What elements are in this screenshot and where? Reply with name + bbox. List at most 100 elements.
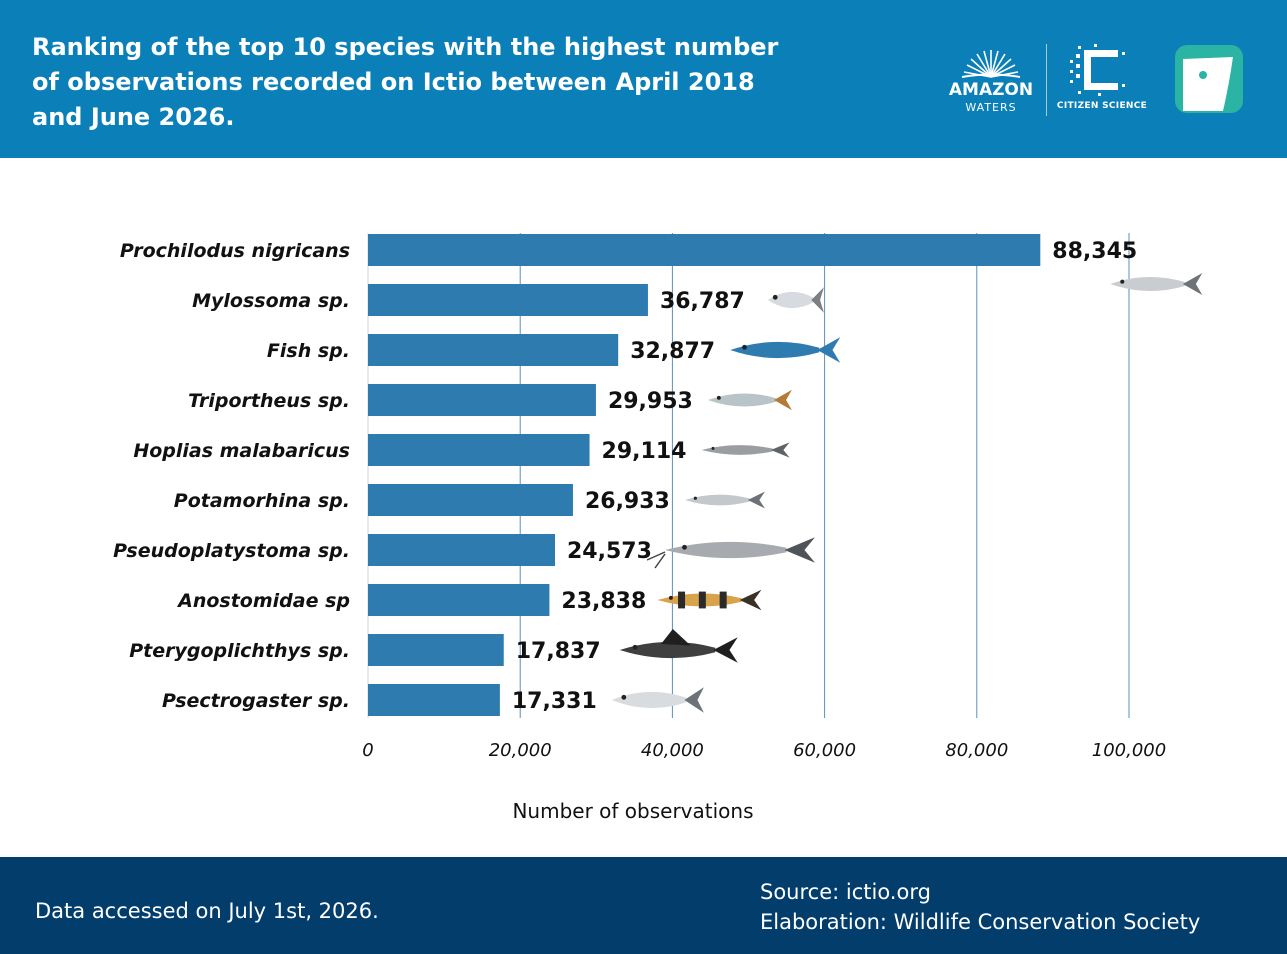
footer: Data accessed on July 1st, 2026. Source:…: [0, 857, 1287, 954]
fish-fin: [661, 629, 691, 646]
fish-icon: [701, 442, 790, 458]
bar: [368, 584, 550, 616]
amazon-logo-text: AMAZON: [948, 80, 1034, 100]
x-axis-title: Number of observations: [512, 799, 753, 823]
fish-eye: [669, 595, 673, 600]
value-label: 17,331: [512, 689, 597, 714]
fish-stripe: [719, 591, 727, 609]
category-label: Pseudoplatystoma sp.: [113, 540, 350, 562]
value-label: 24,573: [567, 539, 652, 564]
fish-body: [611, 691, 687, 709]
category-label: Hoplias malabaricus: [133, 440, 350, 462]
category-label: Mylossoma sp.: [192, 290, 350, 312]
citizen-science-c-icon: [1070, 44, 1125, 96]
bar: [368, 534, 556, 566]
fish-body: [707, 393, 776, 407]
fish-tail: [770, 442, 790, 458]
category-label: Triportheus sp.: [188, 390, 350, 412]
fish-icon: [684, 491, 765, 509]
fish-icon: [730, 337, 841, 363]
bar: [368, 284, 648, 316]
category-label: Anostomidae sp: [176, 590, 350, 612]
fish-body: [665, 541, 787, 559]
fish-illustrations: [611, 272, 1203, 713]
value-label: 17,837: [516, 639, 601, 664]
fish-eye: [716, 395, 721, 400]
chart-svg: 0 20,000 40,000 60,000 80,000 100,000 Prochilo…: [113, 233, 1203, 823]
fish-tail: [784, 537, 816, 563]
fish-tail: [773, 389, 792, 411]
x-tick-label: 80,000: [945, 740, 1008, 761]
fish-body: [767, 291, 814, 309]
ictio-logo: [1175, 45, 1243, 113]
bar: [368, 434, 590, 466]
fish-icon: [1110, 272, 1203, 296]
x-tick-label: 60,000: [793, 740, 856, 761]
label-layer: 0 20,000 40,000 60,000 80,000 100,000 Prochilo…: [113, 239, 1166, 761]
fish-icon: [619, 629, 738, 663]
bar: [368, 684, 500, 716]
fish-eye: [772, 294, 778, 300]
fish-icon: [707, 389, 792, 411]
bar: [368, 234, 1041, 266]
fish-body: [701, 445, 773, 455]
fish-tail: [684, 687, 704, 713]
value-label: 29,114: [602, 439, 687, 464]
value-label: 29,953: [608, 389, 693, 414]
bar-layer: [368, 234, 1041, 716]
header: Ranking of the top 10 species with the h…: [0, 0, 1287, 158]
citizen-science-logo: CITIZEN SCIENCE: [1054, 44, 1150, 116]
category-label: Fish sp.: [267, 340, 350, 362]
bar: [368, 384, 596, 416]
citizen-science-text: CITIZEN SCIENCE: [1056, 101, 1148, 111]
fish-icon: [611, 687, 704, 713]
bar: [368, 334, 619, 366]
value-label: 32,877: [630, 339, 715, 364]
fish-eye: [742, 344, 747, 350]
waters-logo-text: WATERS: [965, 101, 1017, 114]
category-label: Psectrogaster sp.: [162, 690, 350, 712]
fish-body: [684, 494, 750, 506]
value-label: 36,787: [660, 289, 745, 314]
fish-icon: [657, 589, 762, 611]
bar: [368, 634, 504, 666]
category-label: Potamorhina sp.: [174, 490, 350, 512]
fish-body: [730, 341, 820, 359]
x-tick-label: 40,000: [641, 740, 704, 761]
amazon-waters-logo: AMAZON WATERS: [946, 44, 1036, 116]
fish-tail: [713, 637, 738, 663]
fish-eye: [1120, 279, 1125, 284]
value-label: 26,933: [585, 489, 670, 514]
fish-body: [1110, 276, 1185, 292]
fish-stripe: [678, 591, 686, 609]
source-note: Source: ictio.org: [760, 880, 931, 904]
logo-divider: [1046, 44, 1047, 116]
value-label: 23,838: [561, 589, 646, 614]
fish-eye: [632, 644, 638, 650]
category-label: Pterygoplichthys sp.: [129, 640, 350, 662]
fish-eye: [621, 694, 627, 700]
fish-tail: [811, 287, 824, 313]
fish-tail: [817, 337, 841, 363]
bar-chart: 0 20,000 40,000 60,000 80,000 100,000 Prochilo…: [0, 158, 1287, 858]
bar: [368, 484, 573, 516]
fish-tail: [747, 491, 765, 509]
x-tick-label: 0: [362, 740, 373, 761]
fish-icon: [767, 287, 824, 313]
fish-eye: [682, 544, 687, 550]
fish-body: [619, 641, 716, 659]
fish-icon: [646, 537, 816, 569]
x-tick-label: 20,000: [489, 740, 552, 761]
fish-tail: [1182, 272, 1203, 296]
amazon-sun-icon: [961, 50, 1021, 78]
fish-eye: [693, 496, 697, 500]
page-title: Ranking of the top 10 species with the h…: [32, 33, 779, 131]
fish-tail: [739, 589, 762, 611]
data-accessed-note: Data accessed on July 1st, 2026.: [35, 899, 379, 923]
x-tick-label: 100,000: [1092, 740, 1166, 761]
value-label: 88,345: [1052, 239, 1137, 264]
fish-stripe: [698, 591, 706, 609]
fish-barbel: [646, 551, 666, 569]
ictio-fish-icon: [1175, 45, 1243, 113]
fish-eye: [711, 446, 715, 450]
